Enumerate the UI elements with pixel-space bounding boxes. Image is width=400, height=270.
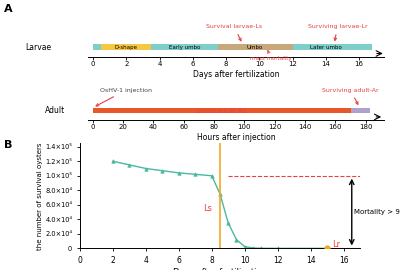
Text: A: A (4, 4, 13, 14)
Text: B: B (4, 140, 12, 150)
Text: Ls: Ls (203, 204, 212, 213)
Bar (101, 45, 151, 50)
Text: Early umbo: Early umbo (169, 45, 200, 50)
X-axis label: Days after fertilization: Days after fertilization (193, 70, 279, 79)
Bar (359, 45, 372, 50)
Bar (92, 108, 351, 113)
Bar (351, 108, 370, 113)
Text: Surviving larvae-Lr: Surviving larvae-Lr (308, 24, 367, 40)
Text: Surviving adult-Ar: Surviving adult-Ar (322, 88, 379, 104)
Text: Umbo: Umbo (247, 45, 263, 50)
Text: Larvae: Larvae (25, 43, 52, 52)
Bar (218, 45, 292, 50)
X-axis label: Hours after injection: Hours after injection (197, 133, 275, 142)
Text: Lr: Lr (332, 239, 340, 249)
Bar (292, 45, 359, 50)
Text: OsHV-1 injection: OsHV-1 injection (96, 88, 152, 106)
Text: mass mortality: mass mortality (250, 50, 292, 61)
Y-axis label: the number of survival oysters: the number of survival oysters (36, 142, 42, 249)
Text: Survival larvae-Ls: Survival larvae-Ls (206, 24, 262, 41)
Text: Adult: Adult (45, 106, 65, 115)
Text: Mortality > 99%: Mortality > 99% (354, 209, 400, 215)
Text: Dead adult-As: Dead adult-As (197, 108, 246, 114)
Text: Later umbo: Later umbo (310, 45, 342, 50)
Bar (151, 45, 218, 50)
Text: D-shape: D-shape (115, 45, 138, 50)
Bar (93, 45, 101, 50)
X-axis label: Days after fertilization: Days after fertilization (173, 268, 267, 270)
